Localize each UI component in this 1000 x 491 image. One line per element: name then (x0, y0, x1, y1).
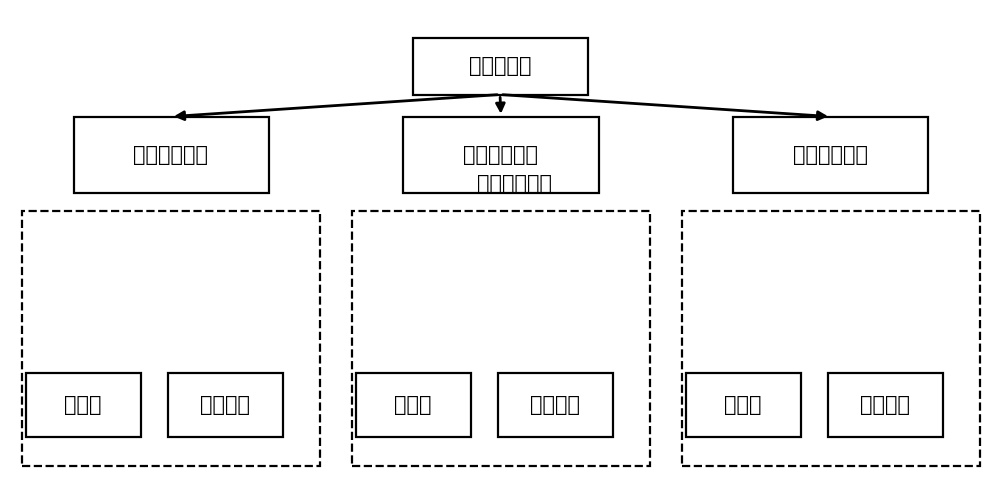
Text: 换热器: 换热器 (394, 395, 432, 415)
Bar (828, 373, 942, 437)
Text: 本地监控终端: 本地监控终端 (464, 145, 538, 164)
Text: 维护设备: 维护设备 (530, 395, 580, 415)
Text: 换热器: 换热器 (724, 395, 762, 415)
Text: 维护设备: 维护设备 (860, 395, 910, 415)
Bar (26, 373, 141, 437)
Bar (74, 116, 268, 192)
Text: 云端服务器: 云端服务器 (469, 56, 531, 76)
Text: 换热器: 换热器 (64, 395, 102, 415)
Text: 维护设备: 维护设备 (200, 395, 250, 415)
Bar (356, 373, 471, 437)
Text: 本地监控终端: 本地监控终端 (794, 145, 868, 164)
Bar (733, 116, 928, 192)
Bar (498, 373, 612, 437)
Bar (22, 211, 320, 466)
Bar (403, 116, 598, 192)
Bar (352, 211, 650, 466)
Text: 数据传输网络: 数据传输网络 (478, 174, 552, 194)
Bar (413, 38, 588, 94)
Bar (168, 373, 283, 437)
Bar (686, 373, 800, 437)
Bar (682, 211, 980, 466)
Text: 本地监控终端: 本地监控终端 (134, 145, 208, 164)
